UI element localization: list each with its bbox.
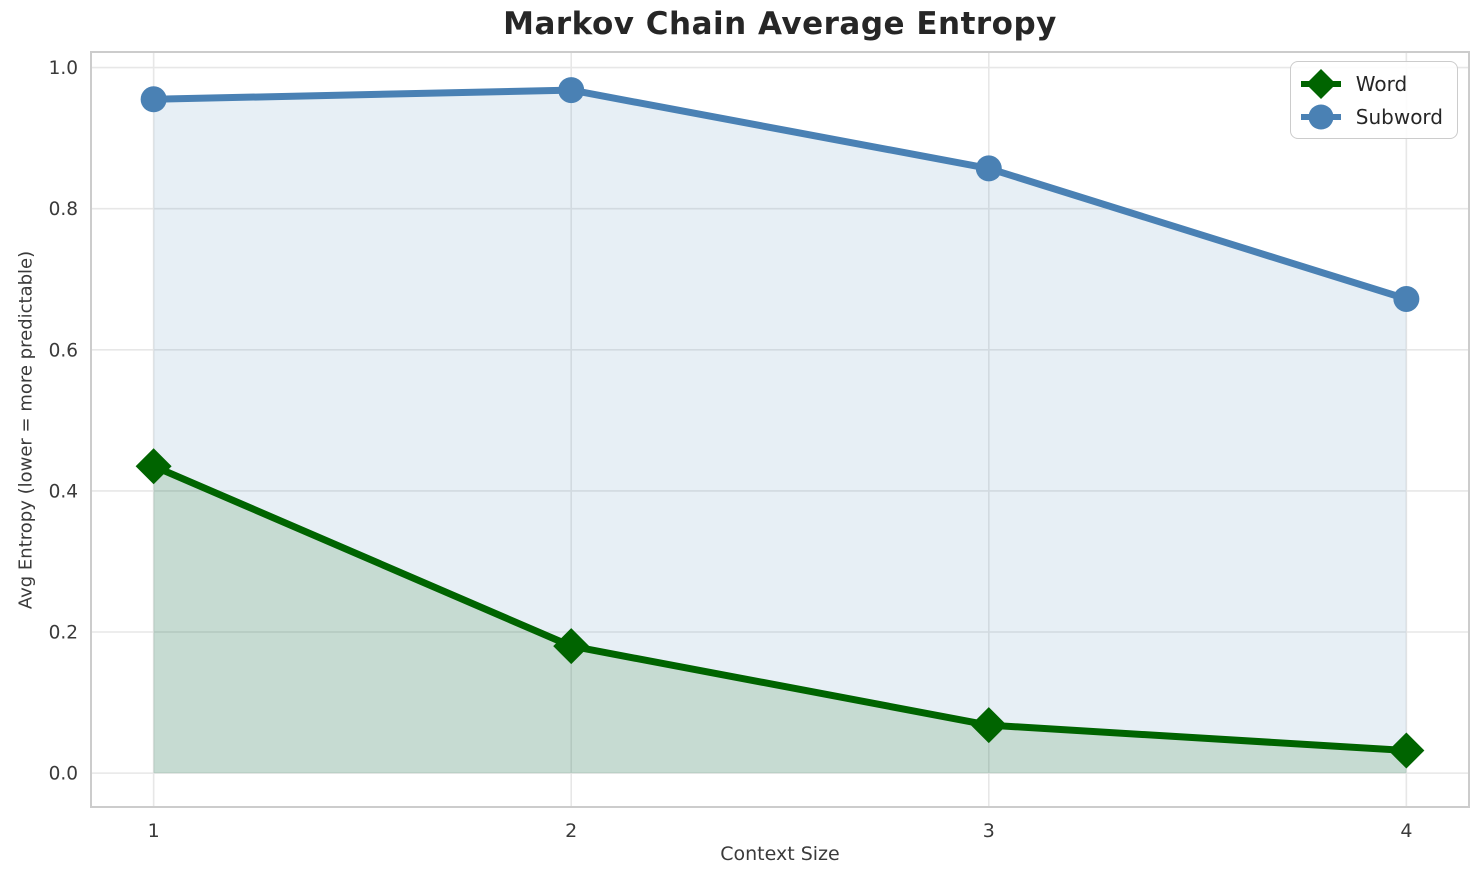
svg-text:0.0: 0.0 <box>49 764 78 785</box>
subword-circle-icon <box>1300 104 1341 129</box>
legend-item-word: Word <box>1298 67 1443 100</box>
svg-text:1.0: 1.0 <box>49 58 78 79</box>
svg-text:0.8: 0.8 <box>49 199 78 220</box>
svg-text:4: 4 <box>1400 820 1412 842</box>
x-axis-label: Context Size <box>720 843 840 865</box>
svg-text:3: 3 <box>983 820 995 842</box>
legend-item-subword: Subword <box>1298 100 1443 133</box>
legend: Word Subword <box>1289 61 1458 139</box>
legend-label-subword: Subword <box>1355 104 1443 129</box>
svg-text:2: 2 <box>565 820 577 842</box>
svg-text:0.6: 0.6 <box>49 340 78 361</box>
svg-text:1: 1 <box>148 820 160 842</box>
legend-label-word: Word <box>1355 71 1408 96</box>
chart-title: Markov Chain Average Entropy <box>503 6 1057 42</box>
word-diamond-icon <box>1300 68 1341 99</box>
svg-text:0.4: 0.4 <box>49 481 78 502</box>
svg-text:0.2: 0.2 <box>49 623 78 644</box>
y-axis-label: Avg Entropy (lower = more predictable) <box>15 250 37 610</box>
